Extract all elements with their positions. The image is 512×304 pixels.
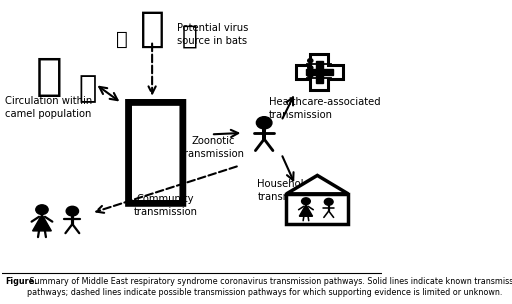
Circle shape	[308, 74, 313, 78]
Text: 🦇: 🦇	[116, 30, 127, 49]
Bar	[287, 194, 348, 223]
Text: Circulation within
camel population: Circulation within camel population	[5, 96, 92, 119]
Text: Healthcare-associated
transmission: Healthcare-associated transmission	[269, 97, 380, 120]
Circle shape	[36, 205, 48, 215]
Text: Summary of Middle East respiratory syndrome coronavirus transmission pathways. S: Summary of Middle East respiratory syndr…	[27, 277, 512, 297]
Polygon shape	[287, 175, 348, 194]
Text: Household
transmission: Household transmission	[258, 179, 322, 202]
Circle shape	[308, 66, 313, 70]
Text: Zoonotic
transmission: Zoonotic transmission	[181, 136, 245, 159]
Text: Community
transmission: Community transmission	[134, 194, 198, 217]
Text: 🦇: 🦇	[182, 23, 198, 49]
Circle shape	[302, 198, 310, 205]
Text: 🐪: 🐪	[78, 74, 97, 103]
Text: 🦇: 🦇	[140, 8, 165, 50]
Polygon shape	[300, 205, 313, 216]
Polygon shape	[306, 61, 333, 83]
Text: Potential virus
source in bats: Potential virus source in bats	[177, 23, 248, 46]
Text: 🐪: 🐪	[119, 92, 193, 209]
Circle shape	[257, 117, 272, 129]
Polygon shape	[33, 215, 51, 231]
Text: 🐫: 🐫	[36, 55, 63, 98]
Circle shape	[325, 199, 333, 205]
Circle shape	[308, 59, 313, 63]
Circle shape	[66, 206, 78, 216]
Text: Figure.: Figure.	[5, 277, 37, 286]
Polygon shape	[296, 54, 343, 90]
